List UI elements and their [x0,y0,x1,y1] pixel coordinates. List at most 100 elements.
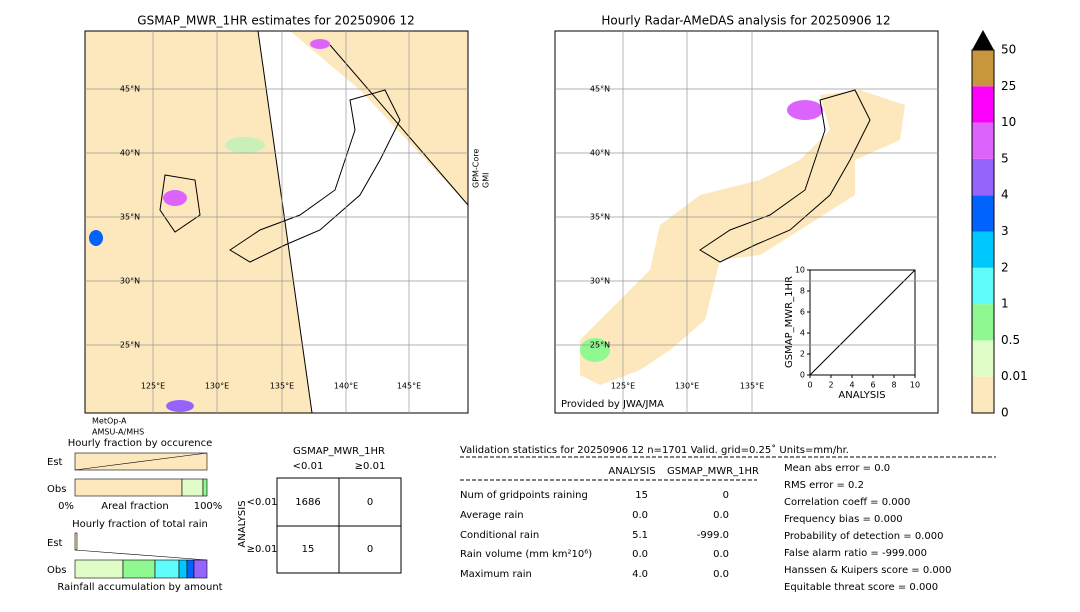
rain-area [310,39,330,49]
axis-label: 100% [194,501,223,512]
colorbar-extend [972,30,994,50]
lon-label: 135°E [740,382,764,391]
row-label: Obs [47,565,66,576]
row-label: Conditional rain [460,530,539,541]
bar [181,478,204,497]
y-tick-label: 8 [800,287,805,296]
column-header: ≥0.01 [355,461,386,472]
y-axis-label: GSMAP_MWR_1HR [784,276,795,368]
colorbar-segment [972,376,994,413]
row-label: Obs [47,484,66,495]
score: Mean abs error = 0.0 [784,463,890,474]
colorbar-segment [972,267,994,305]
row-label: Maximum rain [460,569,532,580]
cell: 4.0 [632,569,648,580]
x-tick-label: 8 [891,381,896,390]
sensor-label: GMI [482,173,491,188]
analysis-area [580,90,905,385]
colorbar-segment [972,304,994,341]
cell: 0.0 [632,510,648,521]
lat-label: 45°N [590,85,610,94]
lat-label: 25°N [120,341,140,350]
bar [202,478,208,497]
axis-label: 0% [58,501,74,512]
colorbar-label: 4 [1001,188,1009,202]
panel-title: Hourly fraction by occurence [68,438,212,449]
lon-label: 145°E [397,382,421,391]
rain-area [163,190,187,206]
swath-edge [257,30,313,414]
credit: Provided by JWA/JMA [561,399,664,410]
cell: 0.0 [713,549,729,560]
colorbar-segment [972,50,994,87]
bar [178,559,188,579]
panel-title: Hourly fraction of total rain [72,519,208,530]
map-border [84,30,469,414]
colorbar-label: 50 [1001,43,1016,57]
score: False alarm ratio = -999.000 [784,548,927,559]
cell: 0 [367,544,373,555]
map-border [554,30,939,414]
row-label: Est [47,457,63,468]
y-tick-label: 2 [800,350,805,359]
validation-header: Validation statistics for 20250906 12 n=… [460,444,849,456]
lat-label: 30°N [590,277,610,286]
y-tick-label: 10 [795,266,805,275]
sensor-label: AMSU-A/MHS [92,428,144,437]
lat-label: 40°N [120,149,140,158]
colorbar-segment [972,86,994,123]
lon-label: 125°E [611,382,635,391]
cell: 15 [302,544,315,555]
map-title: Hourly Radar-AMeDAS analysis for 2025090… [601,14,890,28]
lat-label: 30°N [120,277,140,286]
diagonal [809,269,916,376]
row-label: Average rain [460,510,524,521]
score: Correlation coeff = 0.000 [784,497,910,508]
row-header: <0.01 [247,497,278,508]
x-tick-label: 0 [807,381,812,390]
y-tick-label: 6 [800,308,805,317]
rain-area [787,100,823,120]
lon-label: 125°E [141,382,165,391]
rain-area [580,338,610,362]
colorbar-label: 3 [1001,224,1009,238]
coastline [159,174,201,233]
bar [193,559,208,579]
colorbar-segment [972,231,994,268]
colorbar-label: 25 [1001,79,1016,93]
swath [290,31,468,205]
lon-label: 130°E [205,382,229,391]
score: Probability of detection = 0.000 [784,531,943,542]
rain-area [225,137,265,153]
sensor-label: GPM-Core [472,149,481,188]
lon-label: 140°E [334,382,358,391]
colorbar-segment [972,340,994,377]
lat-label: 40°N [590,149,610,158]
x-tick-label: 4 [849,381,854,390]
column-header: ANALYSIS [608,466,655,477]
bar [74,532,78,551]
axis-label: Areal fraction [101,501,168,512]
column-header: GSMAP_MWR_1HR [667,466,759,477]
colorbar-label: 0.5 [1001,333,1020,347]
coastline [229,89,401,263]
panel-footer: Rainfall accumulation by amount [57,582,222,593]
lat-label: 35°N [590,213,610,222]
coastline [699,89,871,263]
y-tick-label: 4 [800,329,805,338]
cell: 0 [367,497,373,508]
bar [74,559,124,579]
colorbar-label: 0.01 [1001,369,1028,383]
sensor-label: MetOp-A [92,417,127,426]
x-tick-label: 6 [870,381,875,390]
lat-label: 35°N [120,213,140,222]
column-header: <0.01 [293,461,324,472]
rain-area [166,400,194,412]
score: Equitable threat score = 0.000 [784,582,938,593]
swath-edge [329,44,469,206]
bar [154,559,180,579]
x-axis-label: ANALYSIS [838,390,885,401]
rain-area [89,230,103,246]
cell: 0.0 [713,510,729,521]
